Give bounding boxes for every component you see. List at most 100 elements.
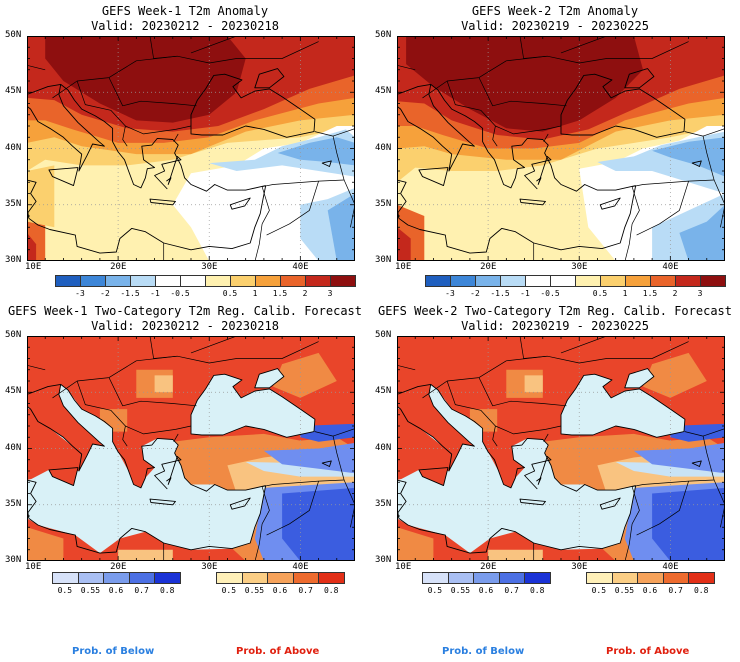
colorbar-swatch <box>611 572 639 584</box>
lat-tick-label: 35N <box>5 498 22 509</box>
colorbar-swatch <box>55 275 81 287</box>
colorbar-label: -0.5 <box>540 289 560 298</box>
lat-tick-label: 40N <box>5 142 22 153</box>
lat-tick-label: 50N <box>5 30 22 40</box>
lat-tick-label: 50N <box>375 30 392 40</box>
prob-above-colorbar-1: 0.5 0.55 0.6 0.7 0.8 <box>216 572 345 596</box>
colorbar-label: 0.7 <box>134 586 149 595</box>
colorbar-label: 0.55 <box>80 586 101 595</box>
lon-tick-label: 30E <box>571 262 588 272</box>
colorbar-label: 3 <box>697 289 703 298</box>
colorbar-label: 1.5 <box>272 289 288 298</box>
colorbar-swatch <box>550 275 576 287</box>
lat-tick-label: 40N <box>375 442 392 453</box>
colorbar-swatch <box>130 275 156 287</box>
colorbar-label: 0.7 <box>504 586 519 595</box>
colorbar-swatch <box>625 275 651 287</box>
lon-tick-label: 40E <box>292 562 309 572</box>
colorbar-swatch <box>180 275 206 287</box>
lat-tick-label: 30N <box>5 255 22 265</box>
panel-1-title: GEFS Week-1 T2m Anomaly Valid: 20230212 … <box>0 4 370 34</box>
colorbar-label: 0.5 <box>591 586 607 595</box>
colorbar-swatch <box>292 572 320 584</box>
colorbar-label: -0.5 <box>170 289 190 298</box>
prob-below-colorbar-2: 0.5 0.55 0.6 0.7 0.8 <box>422 572 551 596</box>
colorbar-label: 0.8 <box>693 586 709 595</box>
colorbar-swatch <box>80 275 106 287</box>
colorbar-label: 0.55 <box>614 586 635 595</box>
colorbar-label: 0.6 <box>478 586 494 595</box>
colorbar-label: 0.6 <box>642 586 658 595</box>
panel-4-title-text: GEFS Week-2 Two-Category T2m Reg. Calib.… <box>377 304 732 318</box>
panel-1-title-text: GEFS Week-1 T2m Anomaly <box>101 4 269 18</box>
colorbar-label: 1 <box>622 289 628 298</box>
panel-4-map <box>397 336 725 561</box>
panel-1-map <box>27 36 355 261</box>
prob-above-caption-1: Prob. of Above <box>236 646 320 657</box>
anomaly-colorbar-1: -3 -2 -1.5 -1 -0.5 0.5 1 1.5 2 3 <box>55 275 356 299</box>
colorbar-swatch <box>688 572 715 584</box>
colorbar-label: 0.6 <box>108 586 124 595</box>
colorbar-swatch <box>500 275 526 287</box>
lat-tick-label: 30N <box>375 255 392 265</box>
colorbar-swatch <box>128 572 156 584</box>
colorbar-label: 3 <box>327 289 333 298</box>
prob-below-colorbar-1: 0.5 0.55 0.6 0.7 0.8 <box>52 572 181 596</box>
colorbar-swatch <box>154 572 181 584</box>
lon-tick-label: 30E <box>571 562 588 572</box>
colorbar-label: 1.5 <box>642 289 658 298</box>
panel-4-title: GEFS Week-2 Two-Category T2m Reg. Calib.… <box>370 304 740 334</box>
colorbar-swatch <box>700 275 726 287</box>
colorbar-label: 0.5 <box>57 586 73 595</box>
colorbar-label: 0.6 <box>272 586 288 595</box>
colorbar-label: 1 <box>252 289 258 298</box>
colorbar-swatch <box>103 572 130 584</box>
colorbar-label: -1 <box>150 289 160 298</box>
panel-3-map <box>27 336 355 561</box>
colorbar-label: -1 <box>520 289 530 298</box>
panel-4-valid-text: Valid: 20230219 - 20230225 <box>461 319 649 333</box>
colorbar-label: -2 <box>100 289 110 298</box>
lon-tick-label: 30E <box>201 262 218 272</box>
colorbar-label: 0.55 <box>450 586 471 595</box>
colorbar-label: 2 <box>672 289 678 298</box>
colorbar-label: 0.7 <box>668 586 683 595</box>
panel-3-title-text: GEFS Week-1 Two-Category T2m Reg. Calib.… <box>7 304 362 318</box>
colorbar-swatch <box>575 275 601 287</box>
colorbar-swatch <box>637 572 664 584</box>
colorbar-label: 0.55 <box>244 586 265 595</box>
colorbar-swatch <box>600 275 626 287</box>
panel-3-valid-text: Valid: 20230212 - 20230218 <box>91 319 279 333</box>
colorbar-swatch <box>586 572 613 584</box>
lon-tick-label: 40E <box>292 262 309 272</box>
colorbar-swatch <box>675 275 701 287</box>
panel-2-map <box>397 36 725 261</box>
colorbar-swatch <box>525 275 551 287</box>
lat-tick-label: 35N <box>5 198 22 209</box>
anomaly-colorbar-2: -3 -2 -1.5 -1 -0.5 0.5 1 1.5 2 3 <box>425 275 726 299</box>
colorbar-label: 0.5 <box>427 586 443 595</box>
lat-tick-label: 30N <box>5 555 22 565</box>
colorbar-swatch <box>475 275 501 287</box>
colorbar-swatch <box>650 275 676 287</box>
lon-tick-label: 10E <box>25 562 42 572</box>
colorbar-swatch <box>450 275 476 287</box>
lon-tick-label: 10E <box>25 262 42 272</box>
colorbar-swatch <box>52 572 79 584</box>
colorbar-label: -2 <box>470 289 480 298</box>
colorbar-swatch <box>255 275 281 287</box>
colorbar-swatch <box>425 275 451 287</box>
colorbar-swatch <box>318 572 345 584</box>
colorbar-label: -3 <box>445 289 455 298</box>
panel-2-valid-text: Valid: 20230219 - 20230225 <box>461 19 649 33</box>
colorbar-label: 0.8 <box>323 586 339 595</box>
lat-tick-label: 35N <box>375 498 392 509</box>
lat-tick-label: 40N <box>5 442 22 453</box>
colorbar-label: 0.5 <box>222 289 238 298</box>
lat-tick-label: 50N <box>375 330 392 340</box>
colorbar-label: -1.5 <box>490 289 510 298</box>
colorbar-swatch <box>422 572 449 584</box>
colorbar-label: 0.8 <box>529 586 545 595</box>
colorbar-swatch <box>498 572 526 584</box>
colorbar-swatch <box>267 572 294 584</box>
